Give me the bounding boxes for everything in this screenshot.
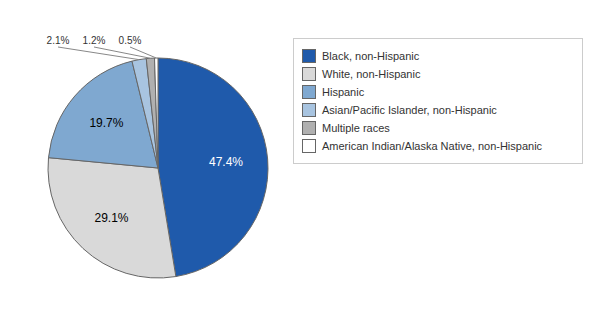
svg-text:2.1%: 2.1%: [47, 35, 70, 46]
html-text:Multiple races: Multiple races: [322, 122, 390, 134]
html-text:Asian/Pacific Islander, non-Hi: Asian/Pacific Islander, non-Hispanic: [322, 104, 497, 116]
html-text:Hispanic: Hispanic: [322, 86, 365, 98]
svg-text:1.2%: 1.2%: [83, 35, 106, 46]
svg-text:29.1%: 29.1%: [94, 211, 128, 225]
html-text:Black, non-Hispanic: Black, non-Hispanic: [322, 50, 420, 62]
html-text:White, non-Hispanic: White, non-Hispanic: [322, 68, 421, 80]
svg-text:0.5%: 0.5%: [119, 35, 142, 46]
svg-text:19.7%: 19.7%: [89, 116, 123, 130]
html-text:American Indian/Alaska Native,: American Indian/Alaska Native, non-Hispa…: [322, 140, 543, 152]
svg-text:47.4%: 47.4%: [209, 155, 243, 169]
